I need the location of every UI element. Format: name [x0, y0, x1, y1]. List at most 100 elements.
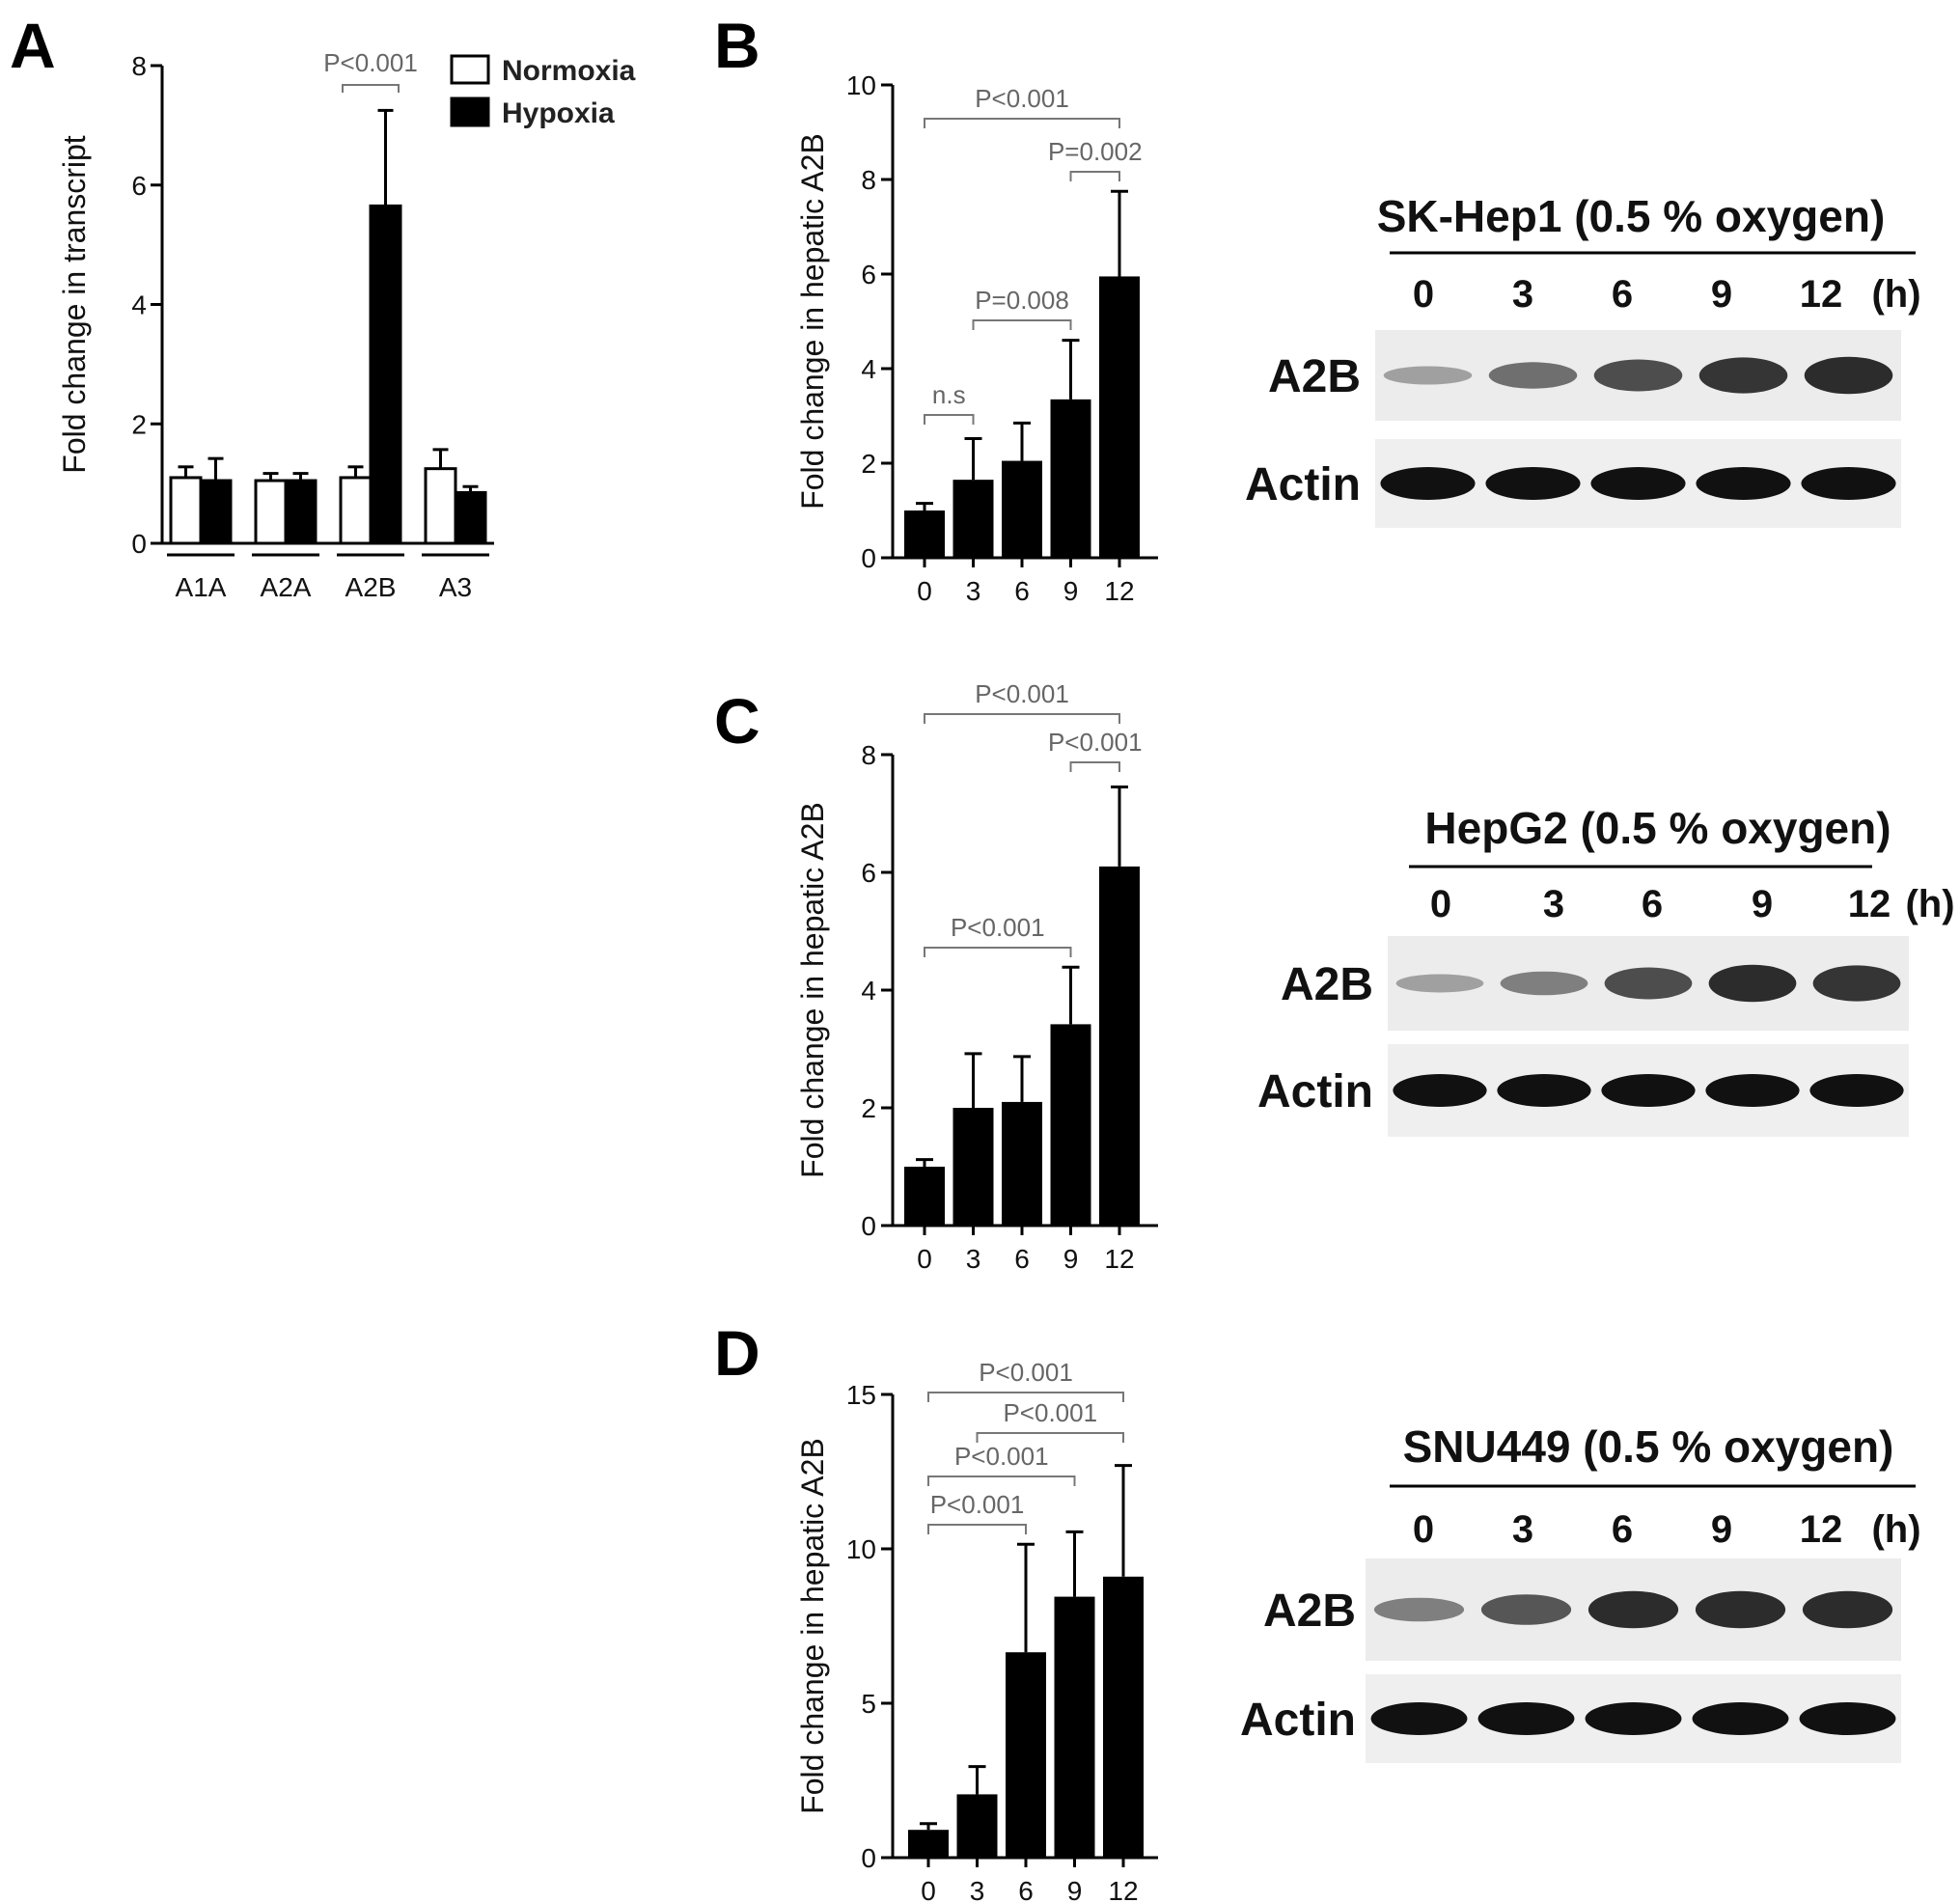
time-unit-label: (h): [1905, 883, 1954, 925]
legend-swatch: [450, 97, 490, 127]
y-tick-label: 15: [846, 1380, 876, 1410]
significance-bracket: [1069, 171, 1120, 181]
band-actin: [1692, 1702, 1789, 1735]
time-unit-label: (h): [1871, 1508, 1920, 1551]
significance-label: P=0.002: [1048, 137, 1143, 166]
band-actin: [1799, 1702, 1896, 1735]
x-tick-label: 9: [1063, 1244, 1079, 1274]
significance-label: P<0.001: [930, 1490, 1025, 1519]
significance-bracket: [927, 1392, 1124, 1402]
bar: [1002, 460, 1042, 558]
y-tick-label: 0: [861, 1843, 876, 1873]
significance-bracket: [1069, 761, 1120, 772]
blot-title: SK-Hep1 (0.5 % oxygen): [1377, 191, 1886, 241]
y-tick-label: 0: [861, 543, 876, 573]
lane-label: 12: [1800, 273, 1843, 316]
band-a2b: [1802, 1590, 1893, 1629]
x-tick-label: 9: [1067, 1876, 1083, 1903]
significance-label: P<0.001: [1003, 1398, 1097, 1427]
bar: [1099, 276, 1140, 558]
x-tick-label: 12: [1104, 1244, 1134, 1274]
lane-label: 3: [1512, 1508, 1533, 1551]
band-actin: [1497, 1074, 1591, 1107]
blot-title: SNU449 (0.5 % oxygen): [1403, 1421, 1894, 1472]
x-tick-label: 9: [1063, 576, 1079, 606]
chart-a: 0 2 4 6 8 Fold change in transcript A1A A2A A2B A…: [57, 48, 636, 602]
y-tick-label: 6: [861, 260, 876, 290]
band-actin: [1585, 1702, 1682, 1735]
significance-label: P<0.001: [951, 913, 1045, 942]
western-blot-b: SK-Hep1 (0.5 % oxygen) 0 3 6 9 12 (h) A2B Actin: [1245, 191, 1921, 528]
charts-layer: 0 2 4 6 8 Fold change in transcript A1A A2A A2B A…: [57, 48, 1158, 1903]
panel-label-d: D: [714, 1317, 760, 1389]
significance-bracket: [927, 1524, 1027, 1534]
y-tick-label: 4: [861, 354, 876, 384]
x-tick-label: A3: [439, 572, 472, 602]
chart-c: 0 2 4 6 8 Fold change in hepatic A2B 0 3 6 9 12 P<0…: [795, 679, 1158, 1274]
band-actin: [1696, 467, 1791, 500]
band-actin: [1809, 1074, 1904, 1107]
significance-bracket: [924, 118, 1120, 128]
x-tick-label: 3: [966, 1244, 981, 1274]
time-unit-label: (h): [1871, 273, 1920, 316]
band-a2b: [1395, 974, 1484, 993]
bar: [1054, 1596, 1095, 1858]
band-actin: [1370, 1702, 1468, 1735]
y-tick-label: 2: [861, 1093, 876, 1123]
significance-label: P<0.001: [979, 1358, 1073, 1387]
y-tick-label: 6: [861, 858, 876, 888]
significance-bracket: [924, 414, 975, 425]
bar: [1050, 399, 1091, 558]
band-a2b: [1480, 1594, 1572, 1625]
lane-label: 6: [1642, 883, 1663, 925]
band-a2b: [1500, 971, 1588, 996]
significance-label: P<0.001: [975, 84, 1069, 113]
band-actin: [1601, 1074, 1696, 1107]
lane-label: 0: [1413, 1508, 1434, 1551]
x-tick-label: A1A: [176, 572, 227, 602]
significance-bracket: [927, 1476, 1076, 1486]
bar: [1050, 1024, 1091, 1226]
x-tick-label: 6: [1014, 576, 1030, 606]
x-tick-label: 0: [917, 576, 932, 606]
y-tick-label: 0: [131, 529, 147, 559]
band-a2b: [1804, 356, 1893, 395]
band-a2b: [1488, 362, 1578, 389]
band-a2b: [1373, 1597, 1465, 1622]
significance-bracket: [972, 319, 1072, 330]
lane-label: 3: [1512, 273, 1533, 316]
significance-label: P=0.008: [975, 286, 1069, 315]
x-tick-label: 12: [1104, 576, 1134, 606]
lane-label: 9: [1752, 883, 1773, 925]
bar-hypoxia: [454, 490, 487, 545]
lane-label: 6: [1612, 1508, 1633, 1551]
y-tick-label: 8: [861, 165, 876, 195]
bar-hypoxia: [199, 479, 233, 545]
significance-label: n.s: [932, 380, 966, 409]
bar: [1103, 1576, 1144, 1858]
blot-row-label: A2B: [1281, 959, 1373, 1010]
bar: [904, 510, 945, 558]
band-actin: [1393, 1074, 1487, 1107]
blot-title: HepG2 (0.5 % oxygen): [1424, 803, 1891, 853]
bar-normoxia: [424, 467, 457, 545]
band-a2b: [1812, 965, 1901, 1002]
y-tick-label: 6: [131, 171, 147, 201]
y-tick-label: 2: [131, 409, 147, 439]
significance-label: P<0.001: [323, 48, 418, 77]
y-tick-label: 10: [846, 1534, 876, 1564]
y-axis-label: Fold change in hepatic A2B: [795, 802, 830, 1178]
legend-swatch: [450, 54, 490, 85]
bar-normoxia: [339, 476, 373, 545]
band-actin: [1477, 1702, 1575, 1735]
y-tick-label: 4: [131, 290, 147, 320]
x-tick-label: 3: [970, 1876, 985, 1903]
band-a2b: [1698, 357, 1788, 394]
band-actin: [1590, 467, 1686, 500]
blots-layer: SK-Hep1 (0.5 % oxygen)0 3 6 9 12 (h)A2BActinH…: [1240, 191, 1955, 1763]
y-tick-label: 2: [861, 449, 876, 479]
lane-label: 9: [1711, 1508, 1732, 1551]
western-blot-d: SNU449 (0.5 % oxygen) 0 3 6 9 12 (h) A2B Actin: [1240, 1421, 1921, 1763]
significance-label: P<0.001: [1048, 728, 1143, 757]
